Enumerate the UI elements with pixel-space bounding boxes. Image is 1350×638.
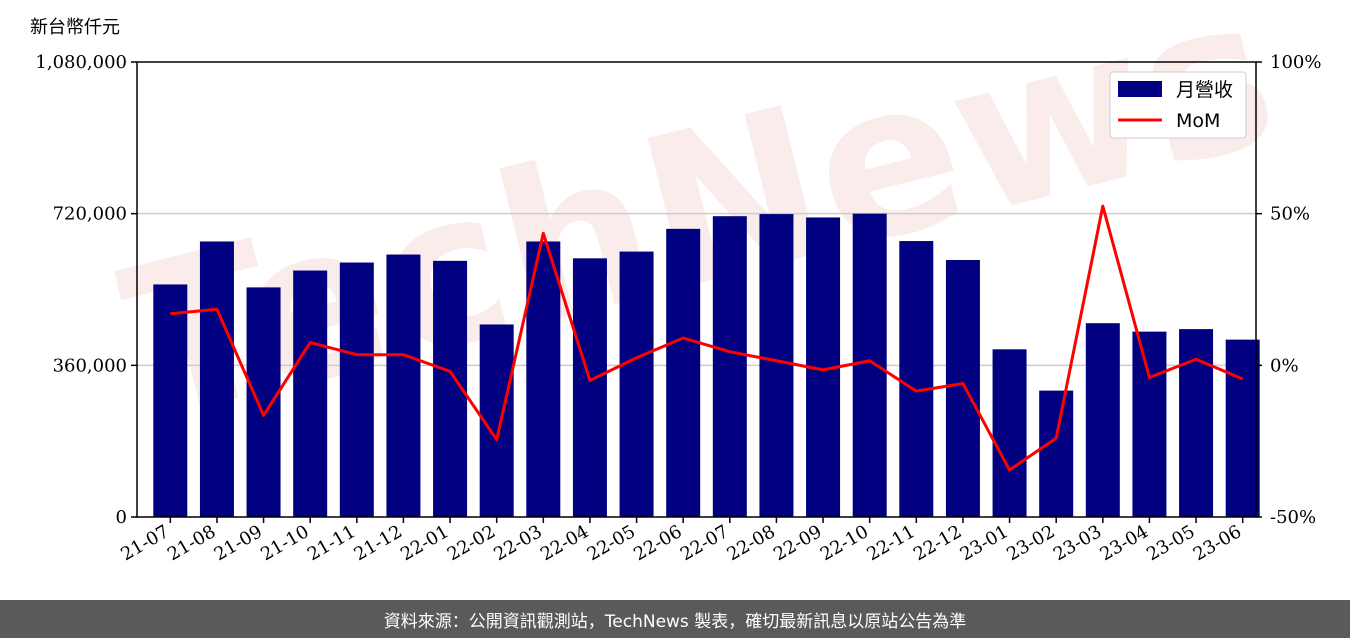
revenue-bar	[199, 241, 234, 517]
revenue-bar	[759, 214, 794, 518]
revenue-bar	[1039, 390, 1074, 517]
revenue-bar	[666, 228, 701, 518]
revenue-bar	[293, 270, 328, 517]
x-tick-label: 22-11	[863, 521, 918, 565]
x-tick-label: 22-03	[490, 521, 545, 565]
x-tick-label: 22-07	[677, 521, 732, 565]
x-tick-label: 23-01	[957, 521, 1012, 565]
revenue-bar	[852, 213, 887, 517]
x-tick-label: 21-12	[350, 521, 405, 565]
y-unit-label: 新台幣仟元	[30, 17, 120, 38]
revenue-bar	[899, 241, 934, 518]
x-tick-label: 21-11	[304, 521, 359, 565]
y-left-tick-label: 1,080,000	[35, 52, 127, 73]
revenue-bar	[945, 260, 980, 517]
mom-series	[170, 204, 1244, 472]
mom-line	[170, 204, 1244, 472]
x-tick-label: 23-06	[1190, 521, 1245, 565]
revenue-bar	[246, 287, 281, 517]
revenue-bar	[712, 216, 747, 517]
legend-label-mom: MoM	[1176, 110, 1220, 132]
y-left-tick-label: 0	[116, 507, 127, 528]
revenue-bar	[153, 284, 188, 517]
y-right-tick-label: 0%	[1270, 355, 1299, 376]
chart: TechNews 新台幣仟元 0360,000720,0001,080,000-…	[30, 0, 1321, 565]
x-tick-label: 23-02	[1003, 521, 1058, 565]
legend: 月營收 MoM	[1109, 71, 1247, 139]
source-footer: 資料來源：公開資訊觀測站，TechNews 製表，確切最新訊息以原站公告為準	[0, 600, 1350, 638]
bar-series	[153, 213, 1260, 518]
y-left-tick-label: 360,000	[53, 355, 127, 376]
legend-swatch-revenue	[1118, 81, 1162, 97]
legend-label-revenue: 月營收	[1176, 79, 1233, 101]
x-tick-label: 21-10	[257, 521, 312, 565]
x-tick-label: 23-05	[1143, 521, 1198, 565]
revenue-bar	[1179, 329, 1214, 517]
y-left-tick-label: 720,000	[53, 204, 127, 225]
y-right-tick-label: -50%	[1270, 507, 1316, 528]
x-tick-label: 23-03	[1050, 521, 1105, 565]
revenue-bar	[619, 251, 654, 518]
x-tick-label: 22-05	[584, 521, 639, 565]
y-right-tick-label: 100%	[1270, 52, 1321, 73]
revenue-bar	[1132, 331, 1167, 517]
revenue-bar	[339, 262, 374, 517]
x-tick-label: 23-04	[1096, 521, 1151, 565]
x-tick-label: 21-08	[164, 521, 219, 565]
revenue-bar	[992, 349, 1027, 517]
x-tick-label: 22-12	[910, 521, 965, 565]
revenue-bar	[386, 254, 421, 517]
revenue-bar	[1085, 323, 1120, 517]
x-tick-label: 22-01	[397, 521, 452, 565]
y-right-tick-label: 50%	[1270, 204, 1310, 225]
revenue-bar	[572, 258, 607, 517]
x-tick-label: 22-10	[817, 521, 872, 565]
x-tick-label: 22-02	[444, 521, 499, 565]
x-tick-label: 22-09	[770, 521, 825, 565]
x-tick-label: 21-09	[211, 521, 266, 565]
plot-frame	[136, 61, 1257, 518]
x-tick-label: 22-06	[630, 521, 685, 565]
x-tick-label: 22-04	[537, 521, 592, 565]
revenue-bar	[1225, 339, 1260, 517]
x-tick-label: 22-08	[723, 521, 778, 565]
